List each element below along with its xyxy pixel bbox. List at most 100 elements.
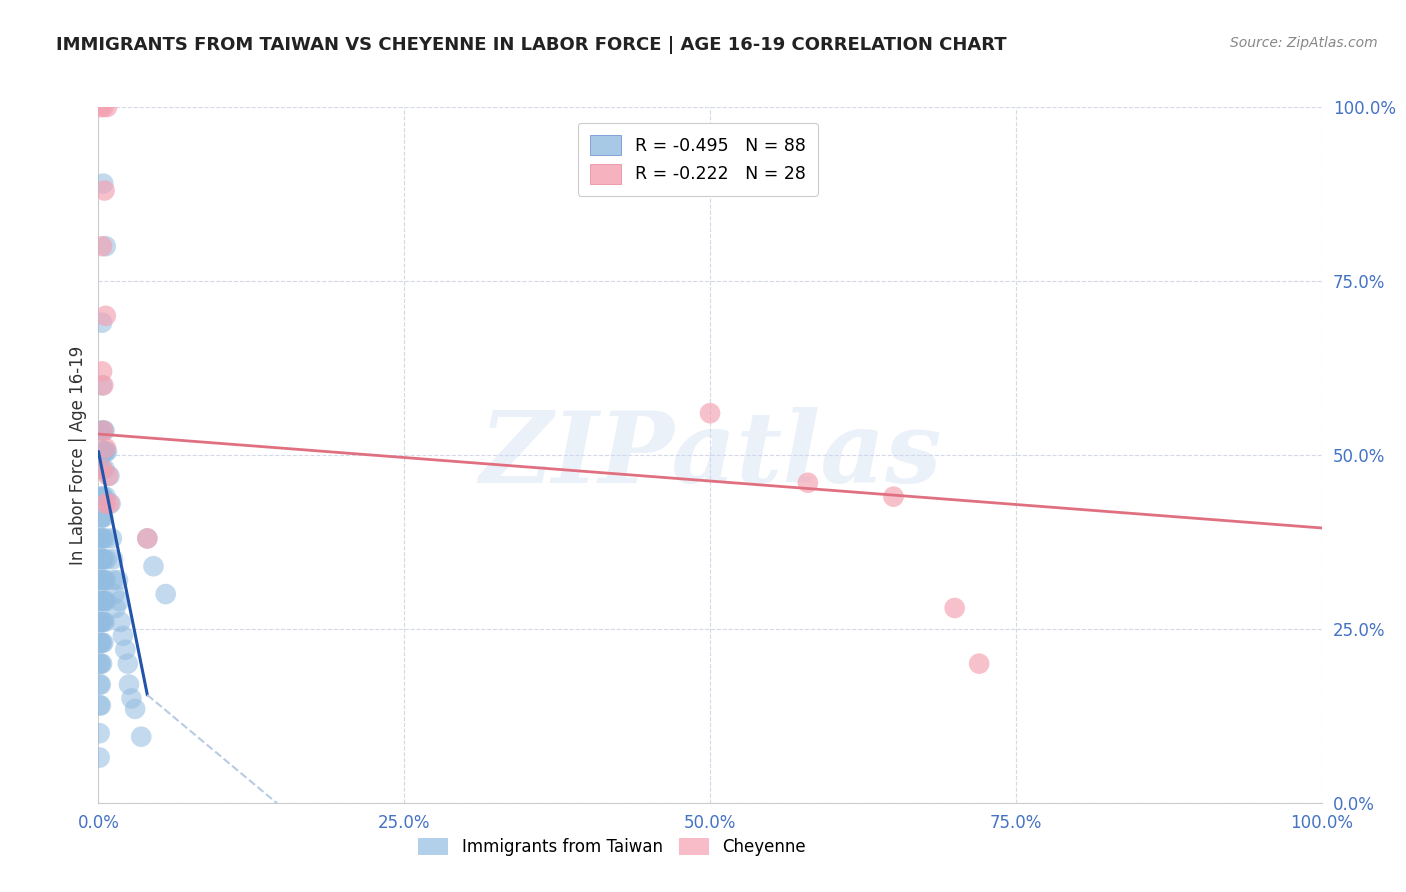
Point — [91, 177, 114, 191]
Point — [108, 594, 131, 608]
Point — [90, 490, 112, 504]
Point — [94, 444, 117, 458]
Point — [91, 552, 114, 566]
Point — [91, 364, 114, 378]
Y-axis label: In Labor Force | Age 16-19: In Labor Force | Age 16-19 — [69, 345, 87, 565]
Point — [699, 406, 721, 420]
Point — [98, 468, 121, 483]
Point — [89, 636, 111, 650]
Point — [91, 424, 114, 438]
Point — [93, 462, 115, 476]
Point — [90, 448, 112, 462]
Point — [91, 573, 114, 587]
Point — [96, 444, 118, 458]
Point — [93, 184, 115, 198]
Point — [967, 657, 990, 671]
Point — [101, 552, 124, 566]
Point — [89, 552, 111, 566]
Point — [93, 573, 115, 587]
Point — [91, 378, 114, 392]
Point — [91, 657, 114, 671]
Point — [91, 490, 114, 504]
Point — [91, 378, 114, 392]
Point — [94, 441, 117, 455]
Point — [98, 497, 121, 511]
Point — [94, 497, 117, 511]
Point — [101, 573, 124, 587]
Point — [90, 510, 112, 524]
Point — [100, 497, 122, 511]
Legend: Immigrants from Taiwan, Cheyenne: Immigrants from Taiwan, Cheyenne — [411, 830, 814, 864]
Point — [97, 468, 120, 483]
Point — [797, 475, 820, 490]
Point — [91, 552, 114, 566]
Point — [91, 636, 114, 650]
Point — [91, 594, 114, 608]
Point — [90, 657, 112, 671]
Text: Source: ZipAtlas.com: Source: ZipAtlas.com — [1230, 36, 1378, 50]
Point — [89, 532, 111, 546]
Point — [91, 444, 114, 458]
Point — [93, 444, 115, 458]
Point — [90, 636, 112, 650]
Text: ZIPatlas: ZIPatlas — [479, 407, 941, 503]
Point — [91, 444, 114, 458]
Point — [94, 309, 117, 323]
Point — [89, 573, 111, 587]
Point — [93, 552, 115, 566]
Point — [90, 100, 112, 114]
Point — [136, 532, 159, 546]
Point — [89, 615, 111, 629]
Point — [111, 629, 134, 643]
Point — [89, 594, 111, 608]
Point — [883, 490, 905, 504]
Point — [91, 316, 114, 330]
Point — [94, 239, 117, 253]
Point — [142, 559, 165, 574]
Point — [89, 677, 111, 691]
Point — [94, 490, 117, 504]
Point — [120, 691, 142, 706]
Point — [91, 462, 114, 476]
Point — [129, 730, 152, 744]
Point — [91, 510, 114, 524]
Point — [91, 462, 114, 476]
Point — [89, 698, 111, 713]
Point — [91, 636, 114, 650]
Point — [91, 532, 114, 546]
Point — [91, 573, 114, 587]
Point — [90, 424, 112, 438]
Point — [90, 615, 112, 629]
Point — [90, 573, 112, 587]
Point — [124, 702, 146, 716]
Point — [91, 532, 114, 546]
Point — [101, 532, 124, 546]
Point — [96, 552, 118, 566]
Point — [96, 100, 118, 114]
Point — [943, 601, 966, 615]
Point — [90, 462, 112, 476]
Point — [91, 615, 114, 629]
Point — [155, 587, 177, 601]
Point — [118, 677, 141, 691]
Point — [93, 615, 115, 629]
Point — [110, 615, 132, 629]
Point — [91, 615, 114, 629]
Point — [90, 552, 112, 566]
Point — [91, 594, 114, 608]
Point — [91, 510, 114, 524]
Point — [91, 239, 114, 253]
Point — [90, 677, 112, 691]
Text: IMMIGRANTS FROM TAIWAN VS CHEYENNE IN LABOR FORCE | AGE 16-19 CORRELATION CHART: IMMIGRANTS FROM TAIWAN VS CHEYENNE IN LA… — [56, 36, 1007, 54]
Point — [89, 750, 111, 764]
Point — [89, 726, 111, 740]
Point — [107, 573, 129, 587]
Point — [103, 587, 125, 601]
Point — [91, 424, 114, 438]
Point — [91, 490, 114, 504]
Point — [93, 594, 115, 608]
Point — [94, 573, 117, 587]
Point — [93, 424, 115, 438]
Point — [114, 642, 136, 657]
Point — [104, 601, 127, 615]
